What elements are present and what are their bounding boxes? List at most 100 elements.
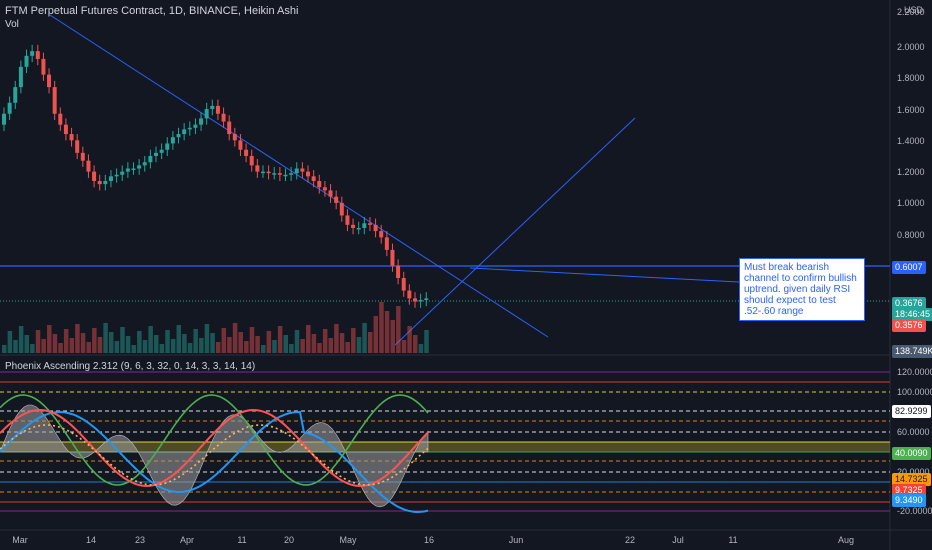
candle-body xyxy=(131,168,136,170)
candle-body xyxy=(227,121,232,135)
candle-body xyxy=(35,51,40,59)
candle-body xyxy=(249,155,254,166)
time-tick-label: 16 xyxy=(423,535,435,545)
candle-body xyxy=(86,160,91,172)
candle-body xyxy=(306,171,311,177)
volume-bar xyxy=(215,342,221,353)
volume-bar xyxy=(148,326,153,353)
candle-body xyxy=(334,196,339,203)
volume-bar xyxy=(131,345,136,353)
time-tick-label: 22 xyxy=(624,535,636,545)
candle-body xyxy=(379,231,384,238)
volume-bar xyxy=(277,326,283,353)
candle-body xyxy=(424,298,429,300)
volume-bar xyxy=(86,342,91,353)
signal-line xyxy=(0,410,429,514)
volume-bar xyxy=(244,341,249,353)
volume-bar xyxy=(13,340,18,353)
dotted-line xyxy=(0,424,429,486)
candle-body xyxy=(215,105,220,114)
symbol-title[interactable]: FTM Perpetual Futures Contract, 1D, BINA… xyxy=(5,5,299,17)
descending-trendline[interactable] xyxy=(49,14,549,338)
time-tick-label: 20 xyxy=(283,535,295,545)
callout-connector xyxy=(469,267,740,283)
volume-bar xyxy=(103,323,108,353)
candle-body xyxy=(300,168,305,172)
price-tick-label: 1.4000 xyxy=(897,136,925,146)
volume-bar xyxy=(272,340,277,353)
time-tick-label: 11 xyxy=(237,535,247,545)
neutral-zone-band xyxy=(0,442,890,452)
candle-body xyxy=(401,278,406,291)
volume-bar xyxy=(52,334,58,353)
volume-bar xyxy=(63,329,69,353)
volume-bar xyxy=(142,340,148,353)
time-tick-label: Jul xyxy=(672,535,684,545)
volume-bar xyxy=(317,343,322,353)
volume-bar xyxy=(221,328,227,353)
ascending-trendline[interactable] xyxy=(394,117,636,346)
volume-bar xyxy=(75,324,80,353)
volume-bar xyxy=(193,329,198,353)
volume-bar xyxy=(182,334,187,353)
candle-body xyxy=(92,171,97,182)
indicator-tick-label: 100.0000 xyxy=(897,387,932,397)
volume-bar xyxy=(176,325,182,353)
candle-body xyxy=(170,137,175,144)
countdown-tag: 18:46:45 xyxy=(892,308,932,321)
candle-body xyxy=(396,265,401,279)
candle-body xyxy=(277,173,282,175)
candle-body xyxy=(120,171,125,175)
volume-bar xyxy=(255,336,260,353)
candle-body xyxy=(24,55,29,67)
volume-bar xyxy=(238,332,243,353)
candle-body xyxy=(266,171,271,174)
volume-bar xyxy=(362,323,367,353)
time-tick-label: Jun xyxy=(508,535,524,545)
candle-body xyxy=(41,58,46,75)
last-price-tag: 0.3676 xyxy=(892,297,926,310)
candle-body xyxy=(148,155,153,163)
candle-body xyxy=(367,223,372,225)
volume-bar xyxy=(289,344,294,353)
volume-bar xyxy=(24,335,30,353)
fast-line xyxy=(0,394,429,486)
volume-bar xyxy=(412,335,418,353)
volume-bar xyxy=(35,330,41,353)
level-price-tag: 0.6007 xyxy=(892,261,926,274)
volume-bar xyxy=(294,330,300,353)
currency-label[interactable]: USD xyxy=(904,5,924,15)
candle-body xyxy=(159,149,164,153)
candle-body xyxy=(182,129,187,135)
candles[interactable] xyxy=(2,44,429,308)
annotation-callout[interactable]: Must break bearish channel to confirm bu… xyxy=(739,258,865,321)
volume-label[interactable]: Vol xyxy=(5,19,19,30)
indicator-value-tag: 9.3490 xyxy=(892,494,926,507)
candle-body xyxy=(221,113,226,122)
indicator-title[interactable]: Phoenix Ascending 2.312 (9, 6, 3, 32, 0,… xyxy=(5,361,256,372)
volume-bar xyxy=(396,306,401,353)
volume-bar xyxy=(249,327,255,353)
candle-body xyxy=(373,224,378,232)
candle-body xyxy=(80,152,85,161)
volume-bar xyxy=(47,325,52,353)
volume-bar xyxy=(210,333,215,353)
candle-body xyxy=(384,237,389,250)
candle-body xyxy=(418,299,423,302)
volume-bar xyxy=(154,335,159,353)
volume-tag: 138.749K xyxy=(892,345,932,358)
candle-body xyxy=(255,165,260,172)
candle-body xyxy=(69,134,74,141)
candle-body xyxy=(390,249,395,266)
volume-bar xyxy=(322,329,328,353)
volume-bar xyxy=(390,320,395,353)
candle-body xyxy=(114,174,119,177)
candle-body xyxy=(351,224,356,228)
volume-bar xyxy=(418,344,424,353)
volume-bar xyxy=(41,339,46,353)
volume-bar xyxy=(373,316,379,353)
candle-body xyxy=(317,181,322,188)
volume-bar xyxy=(227,337,232,353)
volume-bar xyxy=(58,343,63,353)
